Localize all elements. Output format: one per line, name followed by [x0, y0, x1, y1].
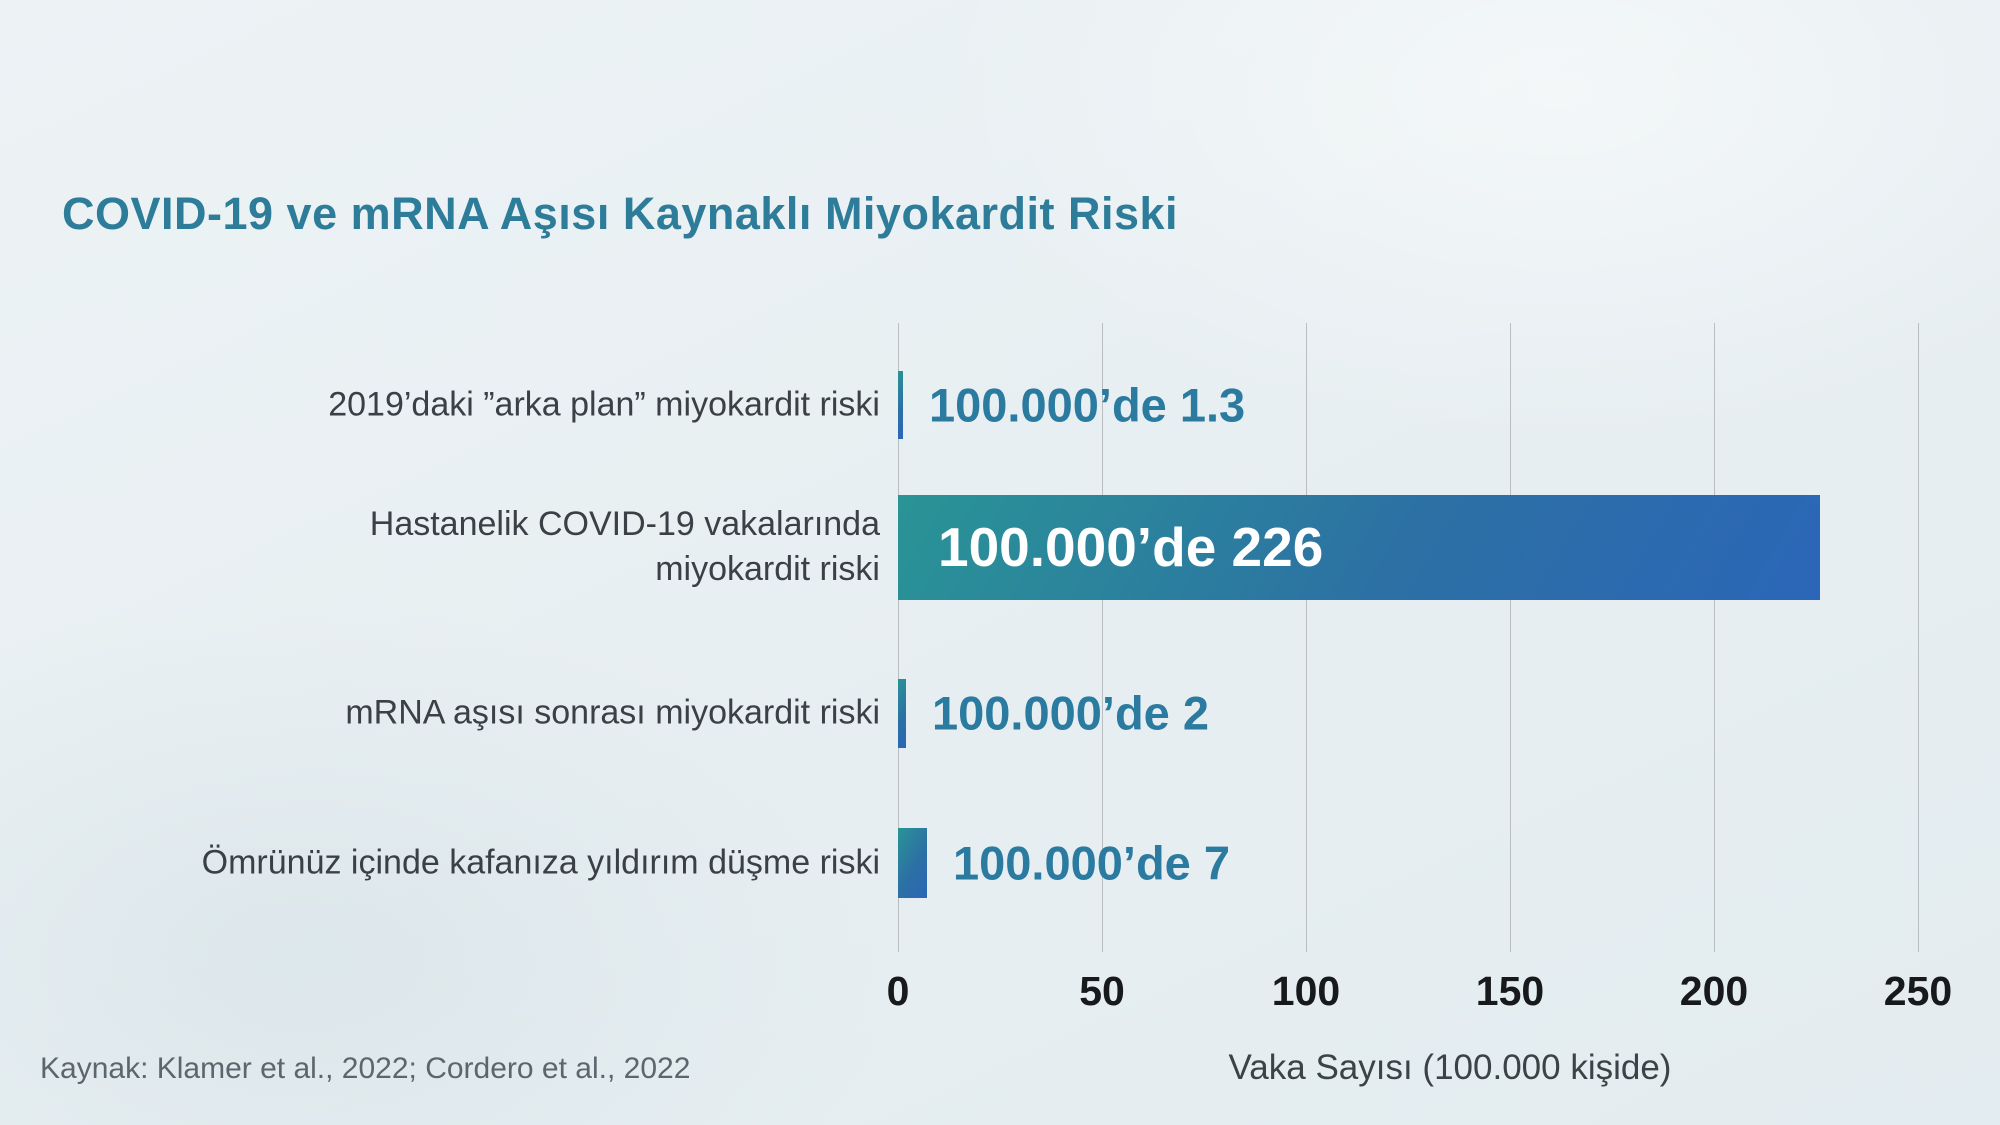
gridline [1918, 323, 1919, 952]
category-label: mRNA aşısı sonrası miyokardit riski [30, 691, 880, 736]
gridline [898, 323, 899, 952]
value-label: 100.000’de 226 [938, 516, 1324, 578]
x-tick-label: 0 [886, 968, 910, 1014]
source-note: Kaynak: Klamer et al., 2022; Cordero et … [40, 1052, 691, 1085]
bar [898, 494, 1820, 600]
chart-title: COVID-19 ve mRNA Aşısı Kaynaklı Miyokard… [62, 188, 1179, 239]
bar [898, 828, 927, 898]
category-label: Ömrünüz içinde kafanıza yıldırım düşme r… [30, 841, 880, 886]
bar [898, 678, 906, 748]
gridline [1510, 323, 1511, 952]
category-label: Hastanelik COVID-19 vakalarında miyokardi… [30, 502, 880, 592]
category-label-line: Hastanelik COVID-19 vakalarında [369, 505, 880, 543]
category-label-line: Ömrünüz içinde kafanıza yıldırım düşme r… [201, 843, 880, 882]
category-label-line: 2019’daki ”arka plan” miyokardit riski [328, 385, 880, 424]
x-tick-label: 150 [1475, 968, 1545, 1014]
category-label-line: miyokardit riski [655, 550, 880, 588]
x-tick-label: 250 [1883, 968, 1953, 1014]
x-tick-label: 50 [1079, 968, 1125, 1014]
value-label: 100.000’de 7 [953, 836, 1230, 890]
gridline [1102, 323, 1103, 952]
x-tick-label: 200 [1679, 968, 1749, 1014]
gridline [1306, 323, 1307, 952]
value-label: 100.000’de 1.3 [929, 378, 1246, 432]
bar [898, 371, 903, 439]
x-tick-label: 100 [1271, 968, 1341, 1014]
category-label: 2019’daki ”arka plan” miyokardit riski [30, 383, 880, 428]
value-label: 100.000’de 2 [932, 686, 1209, 740]
x-axis-label: Vaka Sayısı (100.000 kişide) [1228, 1048, 1672, 1087]
category-label-line: mRNA aşısı sonrası miyokardit riski [345, 693, 880, 732]
gridline [1714, 323, 1715, 952]
